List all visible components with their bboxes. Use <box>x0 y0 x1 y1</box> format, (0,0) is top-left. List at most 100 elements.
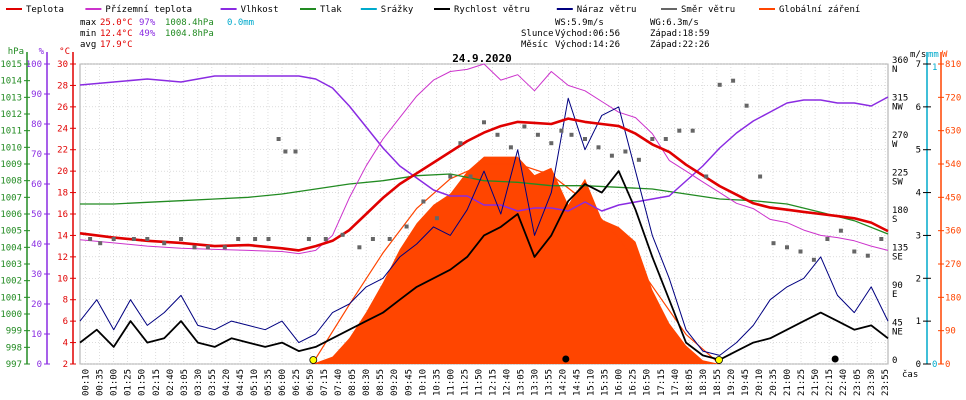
wind-gust-info: WG:6.3m/s <box>650 18 699 28</box>
wm2-tick-label: 720 <box>945 93 961 103</box>
wind-direction-point <box>404 224 409 229</box>
direction-tick-label: 315 <box>892 94 908 104</box>
wind-direction-point <box>623 149 628 154</box>
x-tick-label: 03:55 <box>208 369 218 396</box>
direction-tick-label: 225 <box>892 169 908 179</box>
wm2-tick-label: 630 <box>945 127 961 137</box>
direction-tick-label: 135 <box>892 244 908 254</box>
x-tick-label: 06:25 <box>292 369 302 396</box>
x-tick-label: 21:50 <box>811 369 821 396</box>
legend-label: Srážky <box>381 5 414 15</box>
x-tick-label: 01:25 <box>124 369 134 396</box>
stats-block: max 25.0°C 97% 1008.4hPa 0.0mm min 12.4°… <box>80 18 254 50</box>
wind-direction-point <box>179 237 183 241</box>
moonrise-marker <box>562 355 570 363</box>
wind-direction-point <box>785 245 789 250</box>
celsius-tick-label: 24 <box>57 124 68 134</box>
celsius-tick-label: 18 <box>57 189 68 199</box>
direction-tick-label: 270 <box>892 131 908 141</box>
wm2-axis-unit: W <box>942 50 948 60</box>
x-tick-label: 16:25 <box>629 369 639 396</box>
legend-label: Rychlost větru <box>454 5 530 15</box>
direction-tick-label: 45 <box>892 319 903 329</box>
percent-tick-label: 50 <box>31 210 42 220</box>
direction-compass-label: SE <box>892 253 903 263</box>
wind-direction-point <box>482 120 486 125</box>
wind-direction-point <box>522 124 527 129</box>
x-tick-label: 15:10 <box>587 369 597 396</box>
hpa-tick-label: 1001 <box>0 293 22 303</box>
wind-direction-point <box>458 141 463 146</box>
celsius-tick-label: 28 <box>57 81 68 91</box>
wm2-tick-label: 810 <box>945 60 961 70</box>
percent-tick-label: 10 <box>31 330 42 340</box>
x-tick-label: 17:40 <box>671 369 681 396</box>
wind-direction-point <box>677 128 682 133</box>
wm2-tick-label: 180 <box>945 293 961 303</box>
direction-compass-label: W <box>892 140 898 150</box>
hpa-tick-label: 1006 <box>0 210 22 220</box>
x-tick-label: 16:50 <box>643 369 653 396</box>
percent-tick-label: 100 <box>26 60 42 70</box>
celsius-tick-label: 8 <box>63 296 68 306</box>
x-tick-label: 07:40 <box>334 369 344 396</box>
wind-direction-point <box>744 103 749 108</box>
direction-compass-label: NE <box>892 328 903 338</box>
moonset-marker <box>831 355 839 363</box>
stat-max-label: max <box>80 18 97 28</box>
time-axis-unit: čas <box>902 369 918 380</box>
x-tick-label: 22:15 <box>825 369 835 396</box>
radiation-area <box>312 156 720 364</box>
direction-compass-label: E <box>892 290 897 300</box>
x-tick-label: 04:20 <box>222 369 232 396</box>
wind-direction-point <box>88 237 93 241</box>
moon-label: Měsíc <box>521 40 548 50</box>
stat-rain: 0.0mm <box>227 18 254 28</box>
direction-compass-label: SW <box>892 178 903 188</box>
hpa-tick-label: 1007 <box>0 193 22 203</box>
ms-tick-label: 7 <box>916 60 921 70</box>
chart-date: 24.9.2020 <box>452 52 512 65</box>
x-tick-label: 12:40 <box>502 369 512 396</box>
x-tick-label: 05:35 <box>264 369 274 396</box>
wind-direction-point <box>865 253 870 258</box>
ms-tick-label: 1 <box>916 317 921 327</box>
stat-avg-temp: 17.9°C <box>100 40 133 50</box>
sunset-marker <box>715 356 723 364</box>
hpa-tick-label: 998 <box>6 343 22 353</box>
wind-direction-point <box>508 145 513 150</box>
legend-label: Vlhkost <box>241 5 279 15</box>
legend-label: Tlak <box>320 5 342 15</box>
wind-direction-point <box>569 132 574 137</box>
direction-tick-label: 90 <box>892 281 903 291</box>
x-tick-label: 22:40 <box>839 369 849 396</box>
x-tick-label: 17:15 <box>657 369 667 396</box>
sunrise-marker <box>309 356 318 364</box>
x-tick-label: 08:30 <box>362 369 372 396</box>
wind-direction-point <box>636 157 641 162</box>
x-tick-label: 19:45 <box>741 369 751 396</box>
stat-avg-label: avg <box>80 40 96 50</box>
percent-axis-unit: % <box>39 47 45 57</box>
wind-direction-point <box>583 137 587 141</box>
ms-axis-unit: m/s <box>910 50 926 60</box>
x-tick-label: 18:30 <box>699 369 709 396</box>
hpa-axis-unit: hPa <box>8 47 24 57</box>
celsius-tick-label: 12 <box>57 253 68 263</box>
wind-direction-point <box>717 82 722 87</box>
wind-direction-point <box>468 174 473 179</box>
celsius-tick-label: 14 <box>57 231 68 241</box>
stat-min-temp: 12.4°C <box>100 29 133 39</box>
x-tick-label: 23:05 <box>853 369 863 396</box>
moon-set: Západ:22:26 <box>650 40 710 50</box>
x-tick-label: 07:15 <box>320 369 330 396</box>
legend: Teplota Přízemní teplota Vlhkost Tlak Srážky… <box>6 5 860 15</box>
percent-tick-label: 40 <box>31 240 42 250</box>
hpa-tick-label: 1000 <box>0 310 22 320</box>
celsius-tick-label: 2 <box>63 360 68 370</box>
celsius-tick-label: 6 <box>63 317 68 327</box>
x-tick-label: 13:55 <box>545 369 555 396</box>
hpa-tick-label: 1005 <box>0 227 22 237</box>
direction-tick-label: 180 <box>892 206 908 216</box>
